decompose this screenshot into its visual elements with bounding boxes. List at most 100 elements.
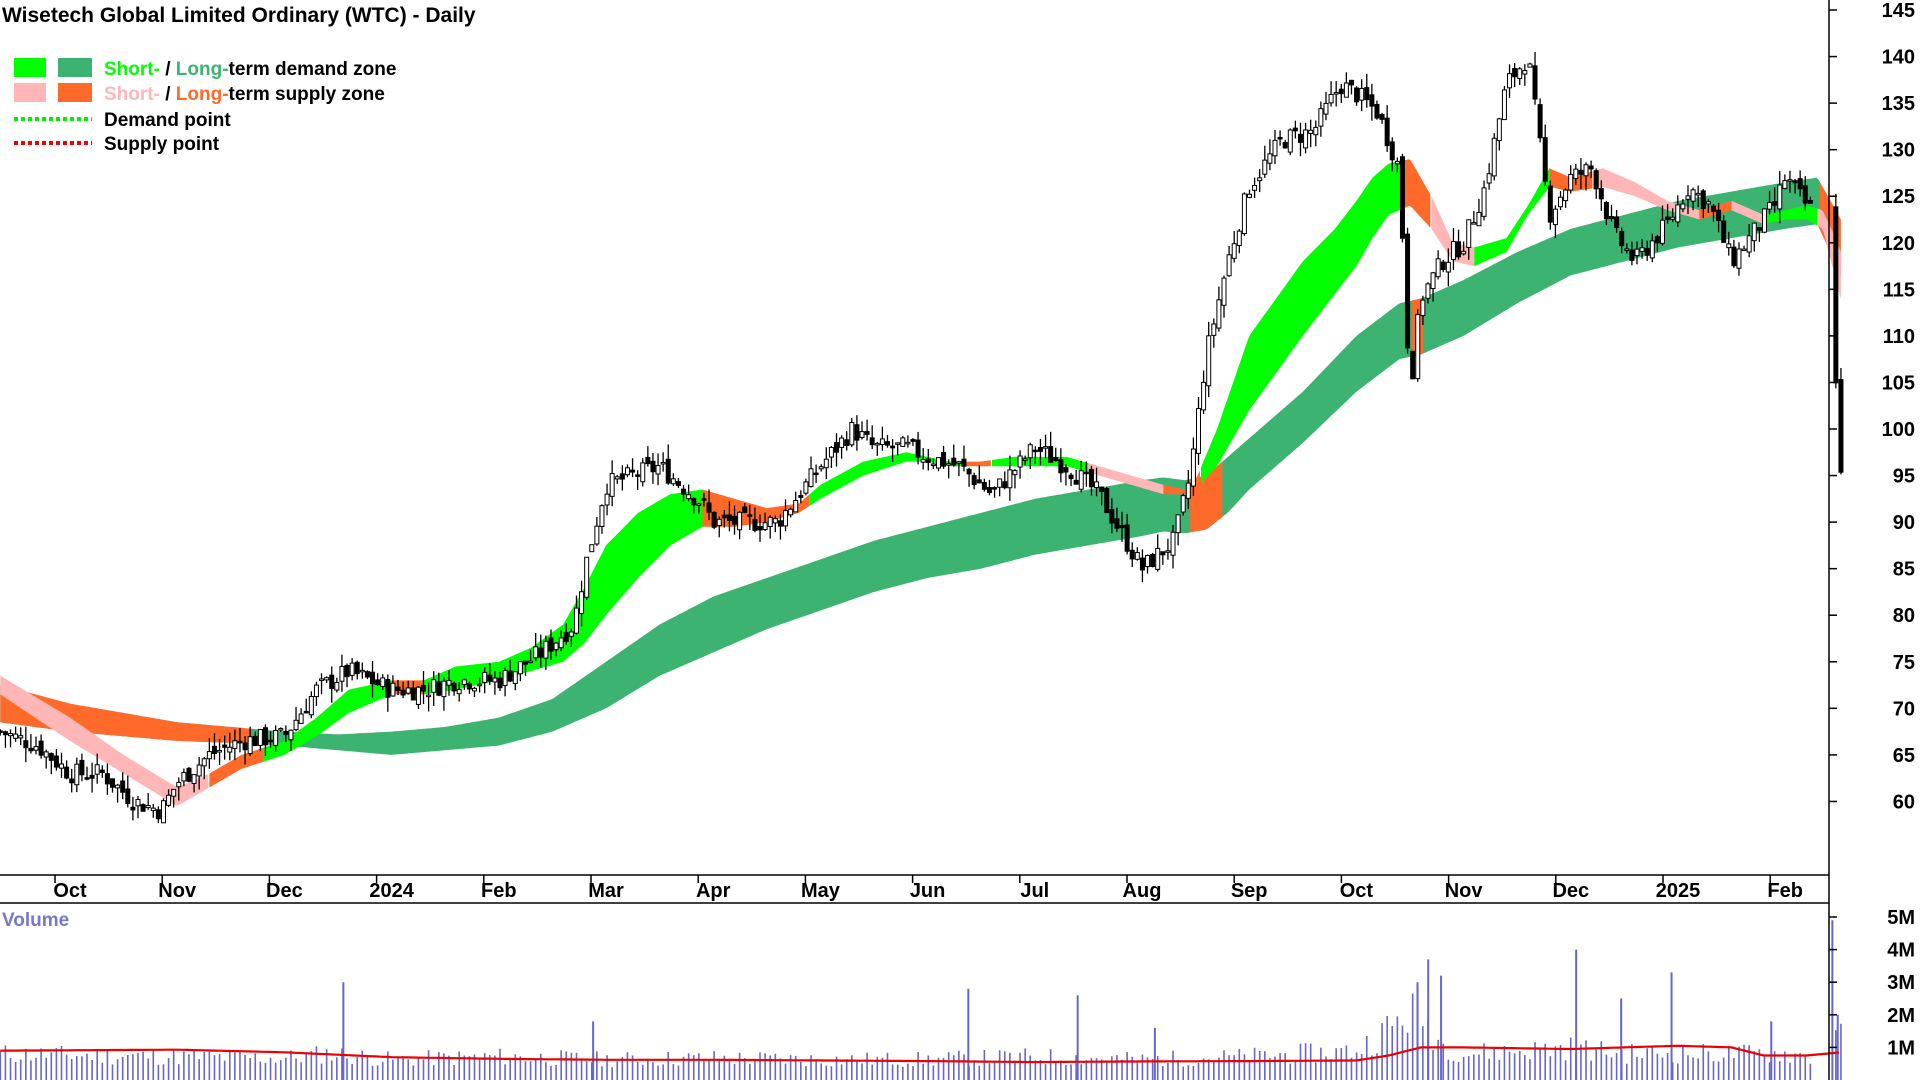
candle-body	[140, 804, 146, 812]
candle-body	[1782, 180, 1788, 189]
candle-body	[1532, 65, 1538, 100]
candle-body	[941, 451, 947, 467]
candle-body	[803, 481, 809, 494]
candle-body	[1461, 250, 1467, 255]
candle-body	[477, 683, 483, 687]
price-tick-label: 90	[1893, 512, 1915, 534]
volume-title: Volume	[2, 910, 69, 931]
candle-body	[487, 674, 493, 682]
candle-body	[711, 511, 717, 528]
legend-supply-point: Supply point	[104, 134, 220, 155]
candle-body	[1348, 79, 1354, 86]
candle-body	[706, 502, 712, 513]
candle-body	[461, 679, 467, 686]
candle-body	[1043, 446, 1049, 449]
price-tick-label: 65	[1893, 745, 1915, 767]
candle-body	[497, 677, 503, 689]
candle-body	[726, 514, 732, 522]
candle-body	[1394, 160, 1400, 165]
candle-body	[482, 671, 488, 683]
candle-body	[166, 794, 172, 806]
candle-body	[869, 437, 875, 446]
candle-body	[1354, 87, 1360, 103]
candle-body	[1445, 261, 1451, 273]
candle-body	[1690, 189, 1696, 202]
candle-body	[859, 431, 865, 438]
candle-body	[910, 439, 916, 442]
candle-body	[742, 506, 748, 513]
candle-body	[558, 637, 564, 649]
candle-body	[579, 591, 585, 615]
candle-body	[1670, 216, 1676, 220]
candle-body	[1063, 467, 1069, 473]
candle-body	[145, 805, 151, 809]
candle-body	[380, 677, 386, 687]
candle-body	[1450, 241, 1456, 261]
candle-body	[171, 788, 177, 797]
price-tick-label: 75	[1893, 652, 1915, 674]
candle-body	[1756, 227, 1762, 231]
candle-body	[1323, 102, 1329, 115]
candle-body	[1048, 446, 1054, 463]
price-tick-label: 70	[1893, 698, 1915, 720]
candle-body	[1598, 188, 1604, 200]
candle-body	[808, 468, 814, 488]
candle-body	[1507, 73, 1513, 89]
candle-body	[614, 476, 620, 480]
candle-body	[1568, 173, 1574, 191]
candle-body	[155, 809, 161, 820]
candle-body	[1415, 314, 1421, 380]
candle-body	[48, 753, 54, 761]
candle-body	[359, 669, 365, 673]
price-tick-label: 115	[1883, 279, 1915, 301]
candle-body	[1797, 178, 1803, 190]
candle-body	[1267, 153, 1273, 164]
candle-body	[1583, 164, 1589, 177]
candle-body	[1104, 488, 1110, 514]
candle-body	[1313, 126, 1319, 136]
candle-body	[201, 758, 207, 767]
candle-body	[563, 632, 569, 642]
candle-body	[23, 740, 29, 749]
time-tick-label: Nov	[158, 880, 197, 902]
candle-body	[1297, 133, 1303, 143]
candle-body	[879, 438, 885, 446]
candle-body	[1384, 117, 1390, 147]
candle-body	[1552, 208, 1558, 226]
candle-body	[1614, 216, 1620, 228]
time-tick-label: 2024	[369, 880, 414, 902]
candle-body	[660, 461, 666, 465]
candle-body	[38, 740, 44, 756]
candle-body	[13, 733, 19, 739]
candle-body	[339, 665, 345, 682]
candle-body	[844, 439, 850, 447]
candle-body	[573, 607, 579, 634]
price-tick-label: 60	[1893, 791, 1915, 813]
candle-body	[18, 735, 24, 739]
candle-body	[665, 458, 671, 484]
candle-body	[1119, 525, 1125, 529]
candle-body	[410, 687, 416, 701]
candle-body	[635, 474, 641, 477]
candle-body	[1466, 219, 1472, 248]
candle-body	[1802, 185, 1808, 204]
time-tick-label: Nov	[1445, 880, 1484, 902]
volume-tick-label: 3M	[1887, 972, 1915, 994]
candle-body	[313, 684, 319, 698]
candle-body	[971, 475, 977, 485]
candle-body	[334, 682, 340, 691]
candle-body	[262, 727, 268, 746]
candle-body	[94, 764, 100, 775]
candle-body	[737, 511, 743, 531]
candle-body	[757, 526, 763, 531]
candle-body	[344, 664, 350, 678]
candle-body	[1807, 200, 1813, 204]
candle-body	[217, 750, 223, 753]
candle-body	[884, 441, 890, 446]
legend-long-demand-swatch	[58, 58, 92, 77]
candle-body	[222, 744, 228, 748]
candle-body	[456, 688, 462, 695]
candle-body	[268, 739, 274, 743]
candle-body	[349, 662, 355, 676]
candle-body	[1185, 482, 1191, 499]
